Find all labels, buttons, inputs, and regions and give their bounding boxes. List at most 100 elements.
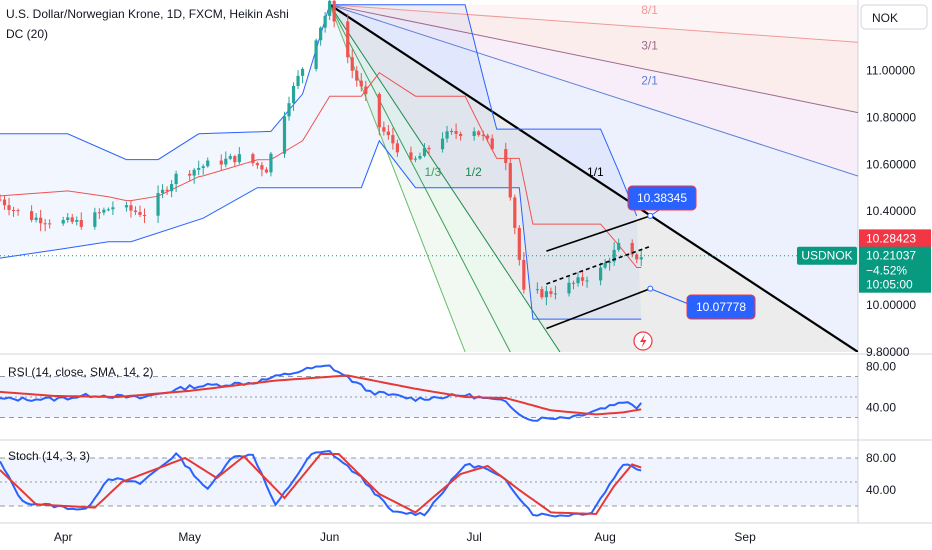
candle[interactable] — [377, 92, 381, 136]
gann-fan-lines[interactable] — [329, 3, 858, 352]
candle[interactable] — [188, 170, 192, 181]
currency-button[interactable] — [860, 4, 928, 30]
candle[interactable] — [517, 225, 521, 266]
candle[interactable] — [617, 238, 621, 252]
candle[interactable] — [630, 239, 634, 258]
candle[interactable] — [255, 161, 259, 169]
candle[interactable] — [382, 121, 386, 136]
callouts[interactable]: 10.38345 10.07778 — [627, 185, 756, 320]
candle[interactable] — [513, 194, 517, 235]
candle[interactable] — [544, 285, 549, 306]
candle[interactable] — [391, 127, 395, 150]
candle[interactable] — [418, 152, 422, 160]
candle[interactable] — [486, 133, 490, 143]
fan-line-3-1[interactable] — [329, 4, 858, 114]
candle[interactable] — [0, 194, 2, 202]
candle[interactable] — [70, 213, 74, 225]
price-axis[interactable]: 11.2000011.0000010.8000010.6000010.40000… — [866, 16, 916, 359]
candle[interactable] — [459, 131, 463, 141]
candle[interactable] — [639, 249, 643, 267]
candle[interactable] — [61, 216, 65, 226]
candle[interactable] — [364, 80, 368, 101]
candle[interactable] — [75, 216, 79, 226]
candle[interactable] — [571, 280, 576, 290]
candle[interactable] — [449, 128, 454, 135]
candles[interactable] — [0, 0, 643, 306]
candle[interactable] — [422, 143, 427, 158]
candle[interactable] — [142, 208, 147, 223]
candle[interactable] — [355, 66, 359, 87]
candle[interactable] — [264, 167, 269, 174]
candle[interactable] — [16, 208, 20, 216]
candle[interactable] — [48, 219, 52, 229]
candle[interactable] — [490, 134, 494, 151]
candle[interactable] — [296, 70, 300, 90]
candle[interactable] — [34, 213, 38, 223]
candle[interactable] — [66, 213, 70, 223]
candle[interactable] — [332, 0, 336, 28]
candle[interactable] — [30, 205, 34, 223]
candle[interactable] — [427, 145, 431, 156]
candle[interactable] — [11, 206, 16, 217]
series-line-0[interactable] — [0, 450, 642, 518]
candle[interactable] — [522, 252, 526, 294]
candle[interactable] — [133, 206, 138, 216]
callout-upper-box[interactable] — [627, 185, 697, 211]
candle[interactable] — [197, 160, 201, 176]
channel-upper-line[interactable] — [546, 215, 651, 252]
candle[interactable] — [282, 111, 287, 158]
candle[interactable] — [540, 286, 544, 300]
channel-lower-line[interactable] — [546, 287, 651, 330]
candle[interactable] — [170, 180, 174, 198]
candle[interactable] — [291, 82, 296, 111]
candle[interactable] — [567, 276, 571, 297]
candle[interactable] — [612, 242, 616, 266]
candle[interactable] — [454, 123, 458, 140]
candle[interactable] — [409, 146, 413, 162]
candle[interactable] — [395, 139, 399, 157]
candle[interactable] — [219, 154, 223, 171]
candle[interactable] — [269, 151, 273, 177]
candle[interactable] — [228, 153, 232, 161]
candle[interactable] — [445, 125, 449, 143]
candle[interactable] — [300, 67, 305, 84]
candle[interactable] — [174, 170, 178, 192]
time-axis[interactable]: Apr May Jun Jul Aug Sep — [54, 530, 756, 544]
candle[interactable] — [472, 127, 476, 141]
candle[interactable] — [359, 72, 363, 92]
candle[interactable] — [156, 185, 160, 223]
candle[interactable] — [535, 282, 539, 294]
candle[interactable] — [160, 184, 165, 199]
parallel-channel[interactable] — [546, 215, 651, 330]
candle[interactable] — [413, 156, 418, 163]
candle[interactable] — [192, 168, 196, 184]
candle[interactable] — [504, 142, 508, 171]
candle[interactable] — [224, 151, 228, 168]
candle[interactable] — [603, 259, 607, 270]
candle[interactable] — [138, 205, 142, 218]
candle[interactable] — [124, 201, 129, 212]
alert-icon[interactable] — [633, 331, 653, 351]
candle[interactable] — [165, 186, 169, 195]
fan-line-2-1[interactable] — [329, 4, 858, 177]
main-pane[interactable]: 8/1 3/1 2/1 1/1 1/2 1/3 — [0, 0, 858, 352]
candle[interactable] — [580, 272, 585, 286]
candle[interactable] — [553, 285, 558, 300]
candle[interactable] — [2, 195, 7, 210]
candle[interactable] — [328, 0, 332, 20]
candle[interactable] — [233, 154, 237, 168]
series-line-1[interactable] — [0, 374, 642, 416]
candle[interactable] — [201, 164, 205, 175]
candle[interactable] — [599, 262, 603, 286]
candle[interactable] — [319, 26, 323, 46]
candle[interactable] — [287, 96, 291, 121]
candle[interactable] — [576, 271, 580, 287]
candle[interactable] — [481, 130, 485, 141]
candle[interactable] — [79, 212, 83, 230]
candle[interactable] — [251, 152, 255, 167]
stoch-axis[interactable]: 80.00 40.00 — [866, 451, 896, 497]
candle[interactable] — [129, 200, 133, 218]
candle[interactable] — [260, 161, 264, 177]
fan-line-1-2[interactable] — [329, 4, 561, 352]
